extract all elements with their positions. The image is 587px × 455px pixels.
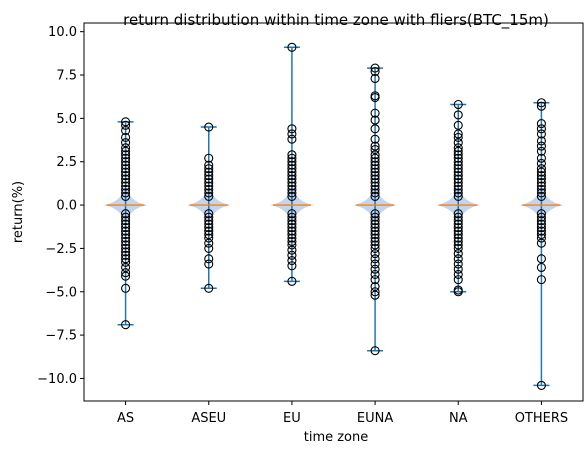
y-tick-label: 7.5 [56, 69, 77, 84]
x-tick-label: AS [117, 411, 134, 426]
x-axis-label: time zone [304, 430, 369, 445]
chart-title: return distribution within time zone wit… [123, 11, 549, 30]
y-tick-label: −10.0 [37, 372, 77, 387]
y-tick-label: 2.5 [56, 155, 77, 170]
x-tick-label: ASEU [191, 411, 226, 426]
x-tick-label: EU [283, 411, 301, 426]
y-tick-label: −7.5 [45, 329, 77, 344]
y-tick-label: 0.0 [56, 199, 77, 214]
y-tick-label: −5.0 [45, 285, 77, 300]
y-tick-label: 10.0 [48, 25, 77, 40]
x-tick-label: EUNA [357, 411, 393, 426]
y-tick-label: −2.5 [45, 242, 77, 257]
x-tick-label: NA [449, 411, 468, 426]
y-axis-label: return(%) [11, 181, 26, 243]
y-tick-label: 5.0 [56, 112, 77, 127]
x-tick-label: OTHERS [515, 411, 568, 426]
